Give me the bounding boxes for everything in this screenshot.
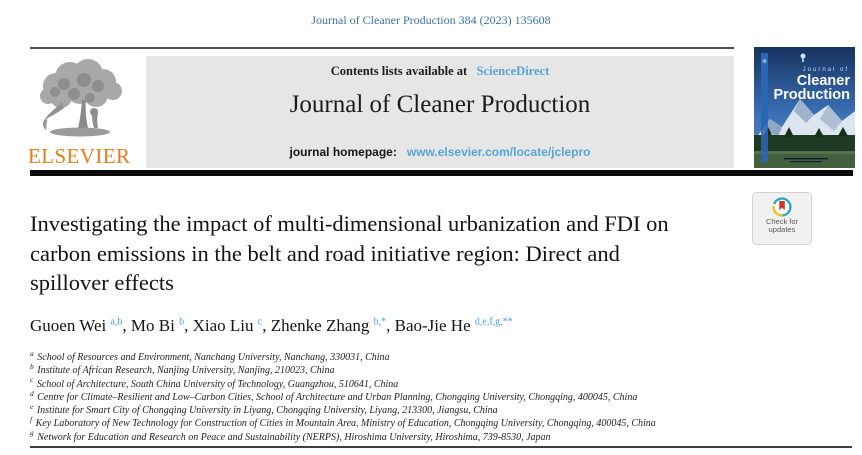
masthead-banner: Contents lists available at ScienceDirec… [146,56,734,168]
affiliation: c School of Architecture, South China Un… [30,375,399,390]
badge-label-line1: Check for [765,217,799,226]
check-updates-icon [753,196,811,218]
affiliation: d Centre for Climate–Resilient and Low–C… [30,388,638,403]
affiliation: f Key Laboratory of New Technology for C… [30,415,656,430]
author-list: Guoen Wei a,b, Mo Bi b, Xiao Liu c, Zhen… [30,316,513,335]
cover-line3: Production [773,87,850,103]
sciencedirect-link[interactable]: ScienceDirect [476,64,550,78]
author: Mo Bi b [130,316,185,335]
affiliation-list: a School of Resources and Environment, N… [30,348,840,444]
author: Guoen Wei a,b [30,316,123,335]
elsevier-tree-icon [28,56,142,144]
affiliation: e Institute for Smart City of Chongqing … [30,401,498,417]
cover-line2: Cleaner [797,73,851,89]
article-title: Investigating the impact of multi-dimens… [30,209,750,298]
article-title-line: Investigating the impact of multi-dimens… [30,211,669,236]
footer-rule [30,446,852,448]
homepage-prefix: journal homepage: [289,145,397,159]
elsevier-wordmark: ELSEVIER [28,144,131,168]
cover-elsevier-mark [800,53,806,62]
contents-prefix: Contents lists available at [330,64,468,78]
journal-cover: Journal of Cleaner Production [754,47,855,168]
author: Zhenke Zhang b,* [270,316,387,335]
article-title-line: spillover effects [30,270,174,295]
affiliation: a School of Resources and Environment, N… [30,348,390,363]
homepage-url-link[interactable]: www.elsevier.com/locate/jclepro [406,145,591,159]
masthead-bottom-bar [30,170,853,176]
author: Xiao Liu c [192,316,263,335]
affiliation: g Network for Education and Research on … [30,428,551,443]
journal-citation: Journal of Cleaner Production 384 (2023)… [311,13,551,27]
article-title-line: carbon emissions in the belt and road in… [30,240,620,266]
contents-line: Contents lists available at ScienceDirec… [146,64,734,79]
author: Bao-Jie He d,e,f,g,** [394,316,513,335]
affiliation: b Institute of African Research, Nanjing… [30,361,335,377]
homepage-line: journal homepage: www.elsevier.com/locat… [146,145,734,159]
journal-title: Journal of Cleaner Production [289,91,591,118]
elsevier-logo: ELSEVIER [28,56,142,168]
check-for-updates-badge[interactable]: Check for updates [752,192,812,245]
masthead-top-rule [30,47,734,49]
cover-line1: Journal of [803,67,849,73]
badge-label-line2: updates [768,225,796,234]
